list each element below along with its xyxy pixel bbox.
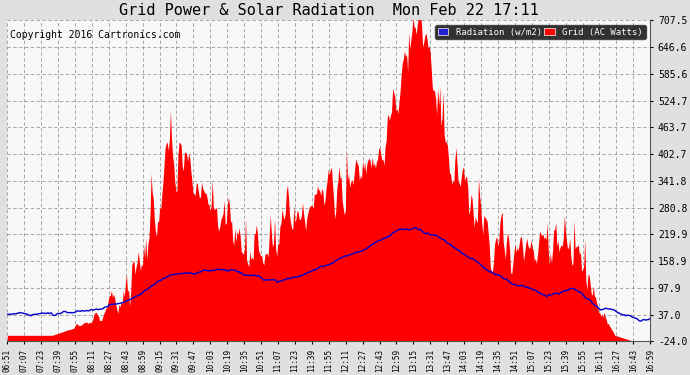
- Title: Grid Power & Solar Radiation  Mon Feb 22 17:11: Grid Power & Solar Radiation Mon Feb 22 …: [119, 3, 539, 18]
- Legend: Radiation (w/m2), Grid (AC Watts): Radiation (w/m2), Grid (AC Watts): [435, 25, 646, 39]
- Text: Copyright 2016 Cartronics.com: Copyright 2016 Cartronics.com: [10, 30, 181, 40]
